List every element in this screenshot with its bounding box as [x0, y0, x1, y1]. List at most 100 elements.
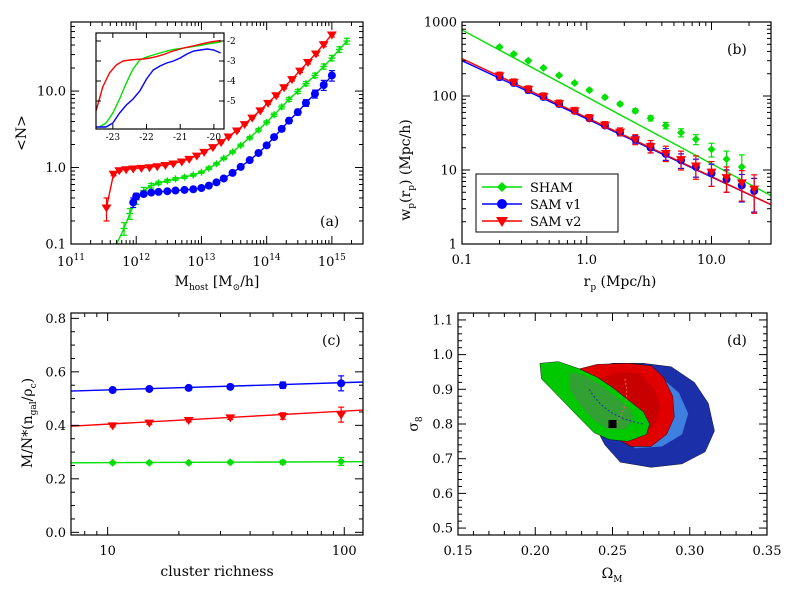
data-point: [494, 72, 505, 81]
panel-b-y-axis-label: wp(rp) (Mpc/h): [398, 119, 417, 220]
panel-b-marks: [462, 29, 771, 214]
legend-label: SAM v2: [530, 215, 581, 230]
y-tick-label: 0.2: [45, 472, 66, 487]
data-point: [226, 458, 235, 467]
data-point: [585, 86, 594, 95]
data-point: [277, 412, 288, 421]
data-point: [263, 99, 274, 108]
data-point: [328, 54, 336, 62]
panel-a: 1011 1012 1013 1014 1015 0.1 1.0 10.0 (a) <N> M…: [14, 21, 364, 293]
x-tick-label: 1015: [318, 253, 346, 270]
data-point: [508, 78, 519, 87]
data-point: [277, 124, 286, 133]
data-point: [278, 458, 287, 467]
data-point: [223, 133, 234, 142]
panel-a-inset: -23 -22 -21 -20 -2 -3 -4 -5: [95, 32, 236, 143]
data-point: [184, 383, 193, 392]
y-tick-label: 0.6: [432, 487, 453, 502]
panel-c: 10 100 0.0 0.2 0.4 0.6 0.8 (c) M/N*(ngal/ρc) c…: [20, 312, 364, 580]
data-point: [294, 87, 302, 95]
data-point: [539, 63, 548, 72]
data-point: [163, 177, 171, 185]
data-point: [337, 379, 346, 388]
data-point: [343, 37, 351, 45]
panel-b-ticks: 0.1 1.0 10.0 1 10 100 1000: [424, 16, 772, 268]
data-point: [128, 165, 139, 174]
data-point: [690, 162, 701, 171]
data-point: [144, 419, 155, 428]
legend-label: SHAM: [530, 181, 573, 196]
data-point: [171, 175, 179, 183]
data-point: [120, 224, 128, 232]
data-point: [660, 149, 671, 158]
data-point: [302, 58, 313, 67]
fit-line-sham: [71, 461, 363, 464]
data-point: [327, 71, 336, 80]
data-point: [139, 190, 148, 199]
data-point: [630, 136, 641, 145]
contour-dotted-line: [615, 378, 628, 425]
data-point: [263, 118, 271, 126]
contour-dotted-line: [588, 389, 644, 425]
data-point: [176, 158, 187, 167]
data-point: [168, 160, 179, 169]
data-point: [129, 198, 138, 207]
data-point: [189, 185, 198, 194]
data-point: [226, 382, 235, 391]
inset-x-tick-label: -20: [207, 133, 222, 143]
data-point: [287, 76, 298, 85]
data-point: [645, 143, 656, 152]
y-tick-label: 0.8: [432, 418, 453, 433]
data-point: [555, 71, 564, 80]
data-point: [301, 98, 310, 107]
data-point: [736, 179, 747, 188]
panel-a-label: (a): [320, 214, 339, 230]
x-tick-label: 1011: [57, 253, 85, 270]
y-tick-label: 1: [449, 238, 457, 253]
inset-x-tick-label: -21: [173, 133, 188, 143]
data-point: [207, 144, 218, 153]
data-point: [320, 62, 328, 70]
panel-d-x-axis-label: ΩM: [602, 566, 623, 585]
x-tick-label: 1.0: [576, 253, 597, 268]
data-point: [225, 414, 236, 423]
data-point: [278, 103, 286, 111]
data-point: [152, 163, 163, 172]
y-tick-label: 0.6: [45, 365, 66, 380]
data-point: [600, 93, 609, 102]
data-point: [231, 127, 242, 136]
data-point: [108, 386, 117, 395]
data-point: [570, 78, 579, 87]
y-tick-label: 0.4: [45, 419, 66, 434]
data-point: [310, 50, 321, 59]
y-tick-label: 1.0: [432, 348, 453, 363]
data-point: [661, 121, 670, 130]
data-point: [319, 81, 328, 90]
data-point: [270, 111, 278, 119]
data-point: [108, 170, 119, 179]
data-point: [245, 156, 254, 165]
data-point: [236, 162, 245, 171]
y-tick-label: 100: [432, 90, 457, 105]
x-tick-label: 0.20: [521, 544, 550, 559]
fit-line-sam-v2: [71, 409, 363, 427]
series-line-sham: [115, 40, 348, 244]
data-point: [554, 100, 565, 109]
data-point: [171, 186, 180, 195]
panel-a-x-axis-label: Mhost [M⊙/h]: [175, 274, 260, 293]
data-point: [197, 183, 206, 192]
data-point: [335, 45, 343, 53]
panel-a-ticks: 1011 1012 1013 1014 1015 0.1 1.0 10.0: [37, 21, 364, 270]
data-point: [271, 92, 282, 101]
panel-c-y-axis-label: M/N*(ngal/ρc): [20, 378, 39, 468]
data-point: [144, 164, 155, 173]
panel-b-x-axis-label: rp (Mpc/h): [584, 274, 657, 293]
inset-ticks: -23 -22 -21 -20 -2 -3 -4 -5: [96, 33, 236, 143]
data-point: [538, 93, 549, 101]
data-point: [737, 162, 746, 171]
inset-marks: [96, 39, 221, 128]
data-point: [199, 148, 210, 157]
data-point: [285, 95, 293, 103]
data-point: [311, 71, 319, 79]
data-point: [108, 458, 117, 467]
